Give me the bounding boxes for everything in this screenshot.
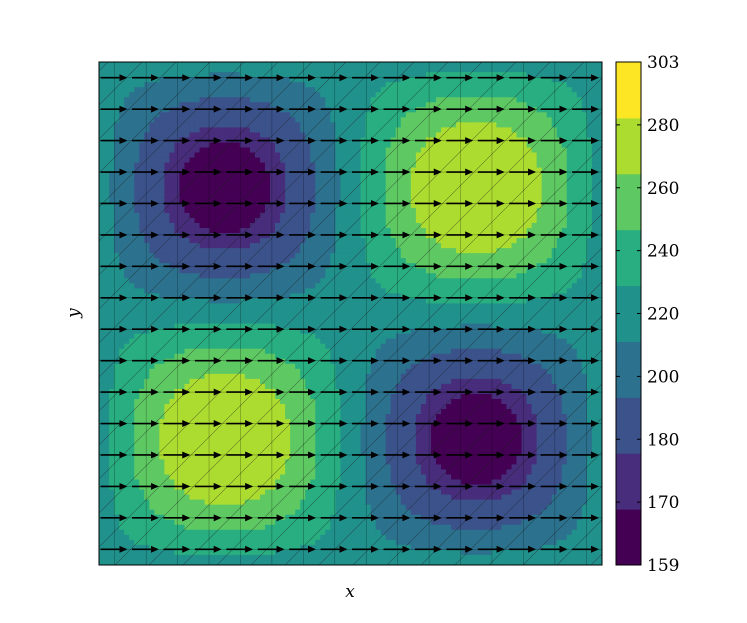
plot-area (99, 62, 602, 565)
